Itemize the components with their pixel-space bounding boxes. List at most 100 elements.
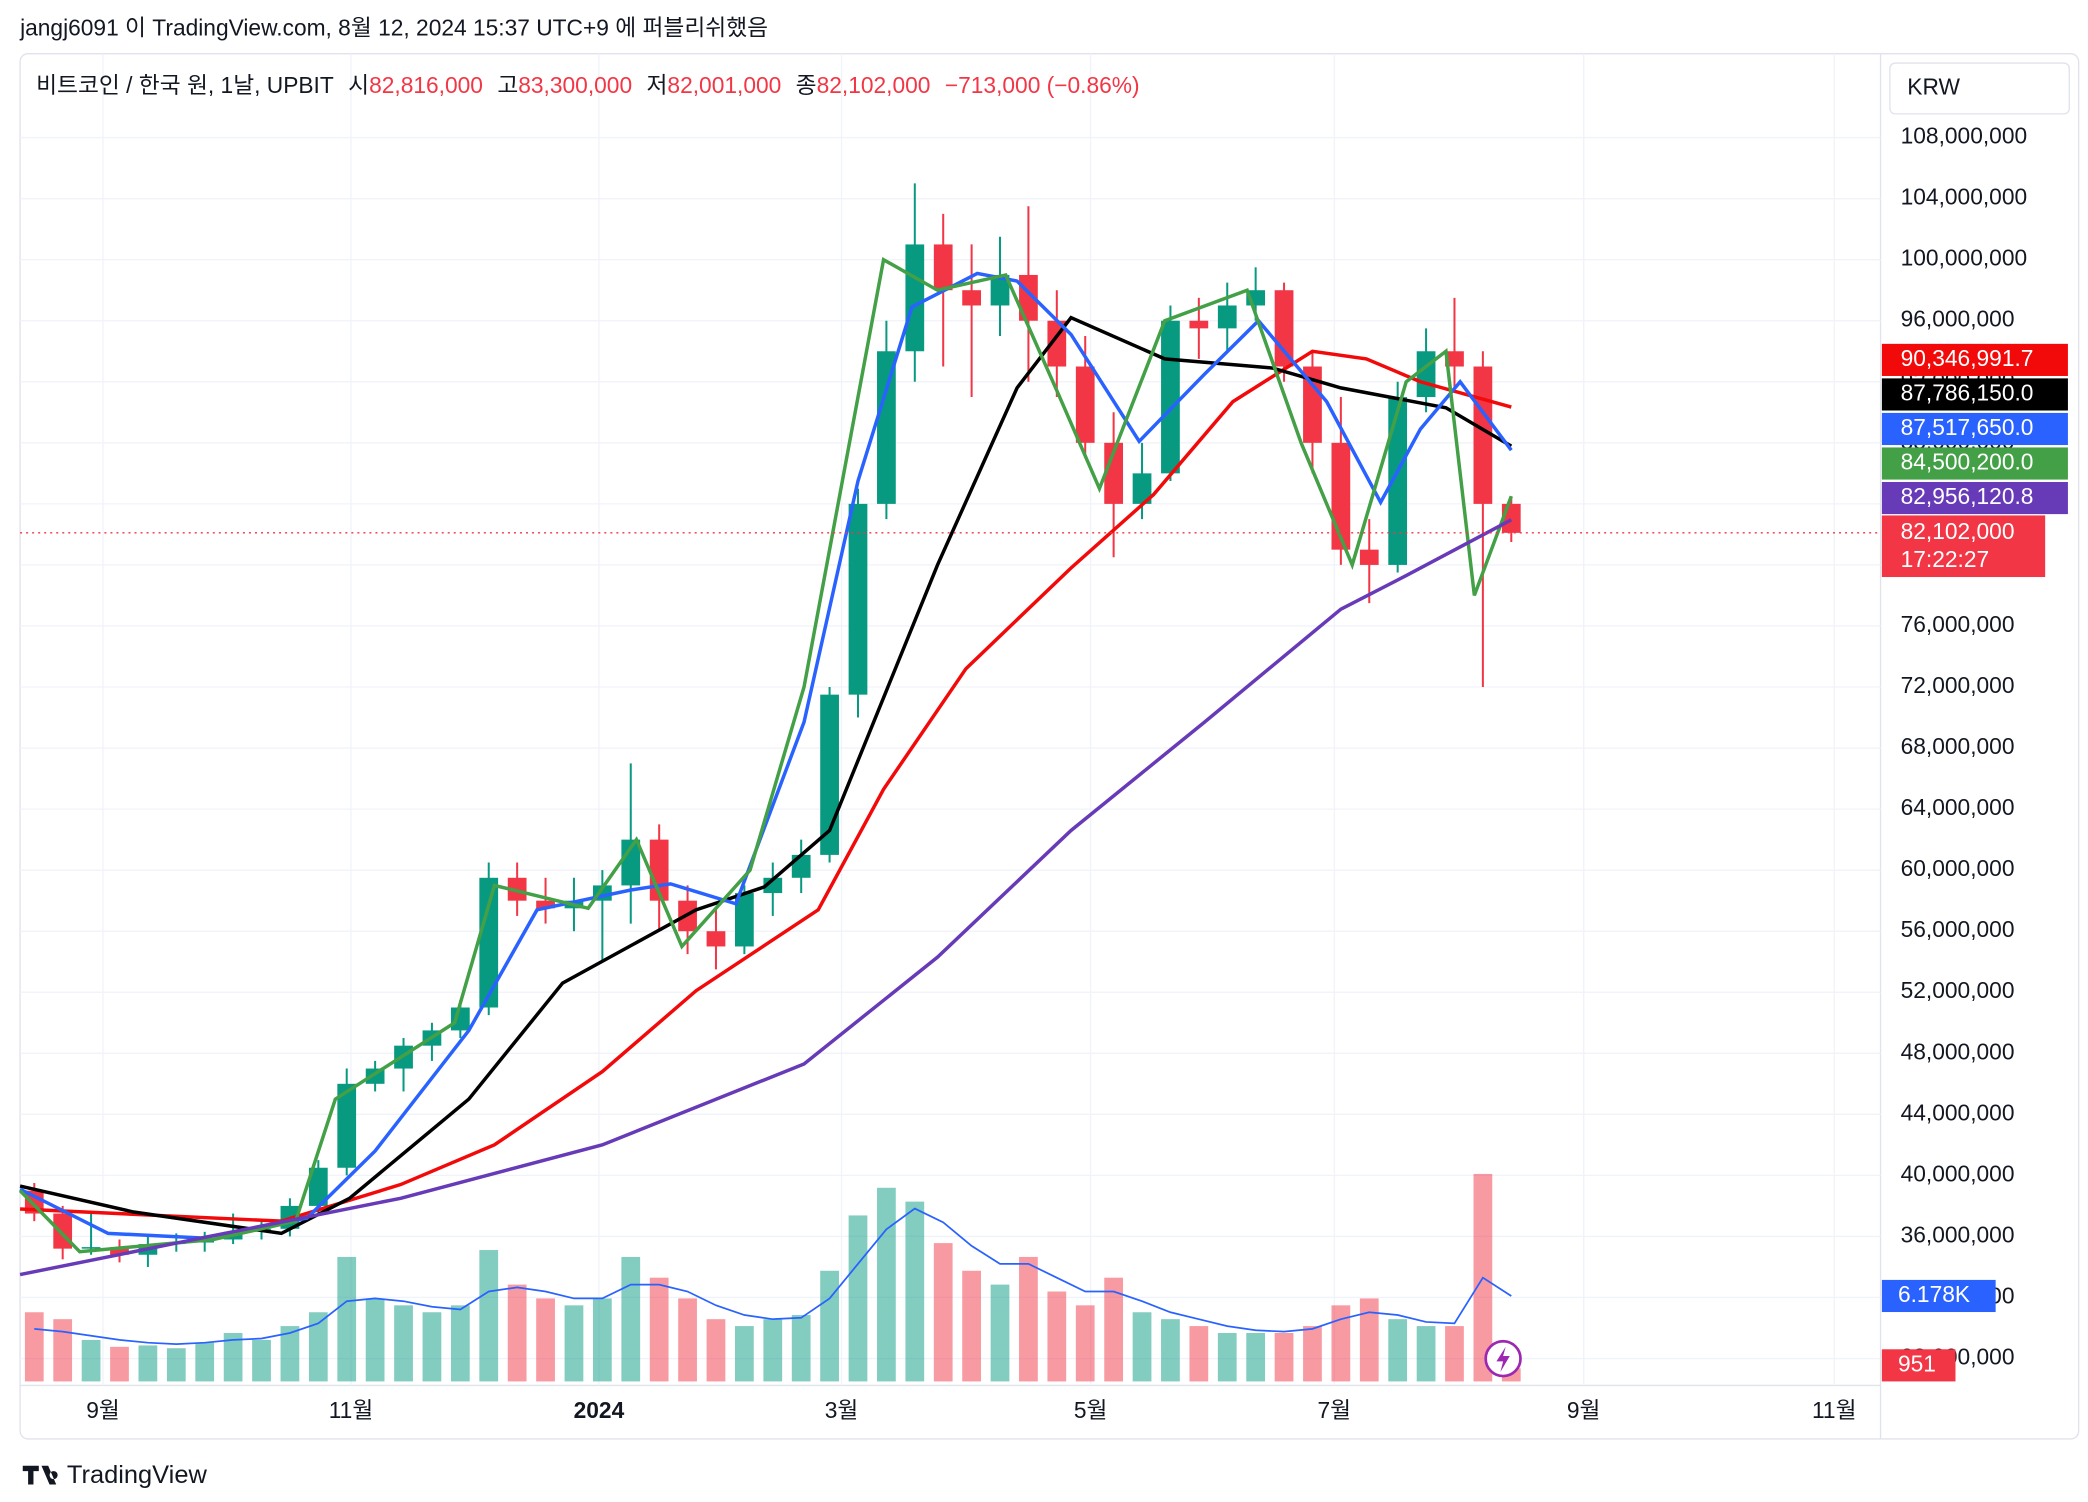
candle-body <box>1359 549 1379 565</box>
volume-bar <box>450 1305 470 1382</box>
volume-bar <box>1388 1319 1408 1382</box>
candle-body <box>1161 320 1180 474</box>
y-tick-label: 48,000,000 <box>1901 1038 2015 1064</box>
candle-body <box>450 1007 470 1031</box>
volume-bar <box>649 1277 669 1382</box>
volume-bar <box>1217 1333 1237 1382</box>
volume-bar <box>621 1256 641 1382</box>
volume-bar <box>848 1215 868 1382</box>
y-tick-label: 36,000,000 <box>1901 1221 2015 1247</box>
candle-body <box>1189 320 1209 329</box>
frame <box>19 52 2080 1440</box>
volume-bar <box>1161 1319 1180 1382</box>
candle-body <box>905 244 925 352</box>
y-tick-label: 96,000,000 <box>1901 306 2015 332</box>
y-tick-label: 40,000,000 <box>1901 1160 2015 1186</box>
volume-bar <box>1303 1326 1322 1382</box>
volume-bar <box>1246 1333 1266 1382</box>
y-tick-label: 44,000,000 <box>1901 1099 2015 1125</box>
volume-bar <box>877 1187 896 1382</box>
volume-bar <box>1331 1305 1351 1382</box>
caption: jangj6091 이 TradingView.com, 8월 12, 2024… <box>19 15 768 41</box>
ma-value-box <box>1881 481 2068 515</box>
candle-body <box>1445 351 1464 367</box>
ma-value-box <box>1881 378 2068 411</box>
candle-body <box>933 244 953 291</box>
candle-body <box>536 900 555 909</box>
y-tick-label: 56,000,000 <box>1901 916 2015 942</box>
title: 비트코인 / 한국 원, 1날, UPBIT <box>36 72 334 98</box>
x-tick-label: 2024 <box>574 1397 625 1423</box>
y-tick-label: 52,000,000 <box>1901 977 2015 1003</box>
ma-line <box>19 349 1512 1223</box>
volume-bar <box>479 1250 499 1382</box>
volume-bar <box>394 1305 413 1382</box>
x-tick-label: 11월 <box>329 1397 374 1423</box>
volume-bar <box>706 1319 726 1382</box>
last-price-box <box>1881 515 2046 578</box>
x-tick-label: 3월 <box>825 1397 859 1423</box>
volume-bar <box>24 1312 44 1382</box>
y-tick-label: 64,000,000 <box>1901 794 2015 820</box>
currency-button[interactable] <box>1889 62 2070 115</box>
volume-box <box>1881 1349 1956 1382</box>
volume-bar <box>1189 1326 1209 1382</box>
symbol-legend: 비트코인 / 한국 원, 1날, UPBIT 시82,816,000 고83,3… <box>36 72 1139 98</box>
candle-body <box>706 931 726 947</box>
volume-bar <box>53 1319 73 1382</box>
volume-bar <box>791 1315 811 1382</box>
volume-bar <box>1359 1298 1379 1382</box>
candle-body <box>1274 290 1294 367</box>
x-tick-label: 5월 <box>1074 1397 1108 1423</box>
candle-body <box>1104 442 1124 504</box>
ma-value-label: 87,517,650.0 <box>1901 414 2034 440</box>
volume-bar <box>195 1342 215 1382</box>
ma-value-box <box>1881 343 2068 376</box>
candle-body <box>337 1083 357 1168</box>
volume-bar <box>1047 1291 1067 1382</box>
low-label: 저 <box>646 72 667 98</box>
volume-bar <box>81 1339 101 1382</box>
volume-bar <box>337 1256 357 1382</box>
candle-body <box>962 290 981 306</box>
volume-bar <box>933 1243 953 1382</box>
volume-bar <box>1132 1312 1152 1382</box>
volume-bar <box>223 1333 243 1382</box>
ma-value-label: 90,346,991.7 <box>1901 345 2034 371</box>
volume-bar <box>280 1326 300 1382</box>
candle-body <box>1416 351 1436 398</box>
volume-bar <box>1019 1256 1038 1382</box>
volume-bar <box>820 1270 839 1382</box>
volume-bar <box>166 1348 186 1382</box>
candle-body <box>1388 397 1408 565</box>
x-tick-label: 7월 <box>1318 1397 1352 1423</box>
ma-line <box>18 256 1513 1254</box>
volume-bar <box>507 1284 527 1382</box>
volume-bar <box>678 1298 697 1382</box>
low-value: 82,001,000 <box>667 72 781 98</box>
currency[interactable]: KRW <box>1907 73 1960 99</box>
change: −713,000 (−0.86%) <box>945 72 1140 98</box>
volume-label: 951 <box>1898 1350 1936 1376</box>
ma-value-box <box>1881 412 2068 446</box>
volume-bar <box>308 1312 328 1382</box>
candles <box>24 183 1521 1267</box>
candle-body <box>81 1247 101 1249</box>
volume-bar <box>110 1346 129 1382</box>
y-tick-label: 60,000,000 <box>1901 855 2015 881</box>
candle-body <box>1303 366 1322 443</box>
moving-averages <box>18 256 1513 1277</box>
ma-line <box>19 518 1513 1277</box>
y-tick-label: 104,000,000 <box>1901 184 2028 210</box>
volume-bar <box>536 1298 555 1382</box>
brand-name: TradingView <box>67 1461 208 1489</box>
volume-bar <box>1274 1333 1294 1382</box>
high-label: 고 <box>497 72 518 98</box>
ma-value-label: 87,786,150.0 <box>1901 379 2034 405</box>
y-tick-label: 72,000,000 <box>1901 672 2015 698</box>
volume-bar <box>365 1298 385 1382</box>
candle-body <box>877 351 896 504</box>
countdown: 17:22:27 <box>1901 546 1990 572</box>
